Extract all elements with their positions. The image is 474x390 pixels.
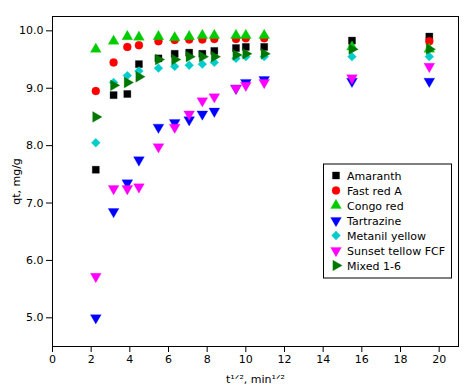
html-text:Mixed 1-6: Mixed 1-6 xyxy=(347,259,401,273)
svg-text:8: 8 xyxy=(204,353,211,366)
svg-text:14: 14 xyxy=(316,353,330,366)
html-text:Fast red A: Fast red A xyxy=(347,184,402,198)
html-text:Tartrazine: Tartrazine xyxy=(347,214,402,228)
svg-text:10: 10 xyxy=(239,353,253,366)
svg-text:0: 0 xyxy=(49,353,56,366)
html-text:Congo red: Congo red xyxy=(347,199,404,213)
svg-text:12: 12 xyxy=(278,353,292,366)
svg-text:6: 6 xyxy=(165,353,172,366)
svg-text:6.0: 6.0 xyxy=(26,254,44,267)
svg-text:18: 18 xyxy=(394,353,408,366)
svg-text:8.0: 8.0 xyxy=(26,139,44,152)
svg-text:20: 20 xyxy=(432,353,446,366)
svg-text:16: 16 xyxy=(355,353,369,366)
svg-text:5.0: 5.0 xyxy=(26,311,44,324)
svg-text:4: 4 xyxy=(126,353,133,366)
svg-text:10.0: 10.0 xyxy=(19,24,44,37)
html-text:Sunset tellow FCF: Sunset tellow FCF xyxy=(347,244,445,258)
svg-text:qt, mg/g: qt, mg/g xyxy=(10,158,23,205)
svg-text:t¹ᐟ², min¹ᐟ²: t¹ᐟ², min¹ᐟ² xyxy=(226,373,285,386)
svg-text:9.0: 9.0 xyxy=(26,82,44,95)
svg-text:2: 2 xyxy=(88,353,95,366)
html-text:Metanil yellow: Metanil yellow xyxy=(347,229,426,243)
html-text:Amaranth: Amaranth xyxy=(347,169,402,183)
svg-text:7.0: 7.0 xyxy=(26,197,44,210)
